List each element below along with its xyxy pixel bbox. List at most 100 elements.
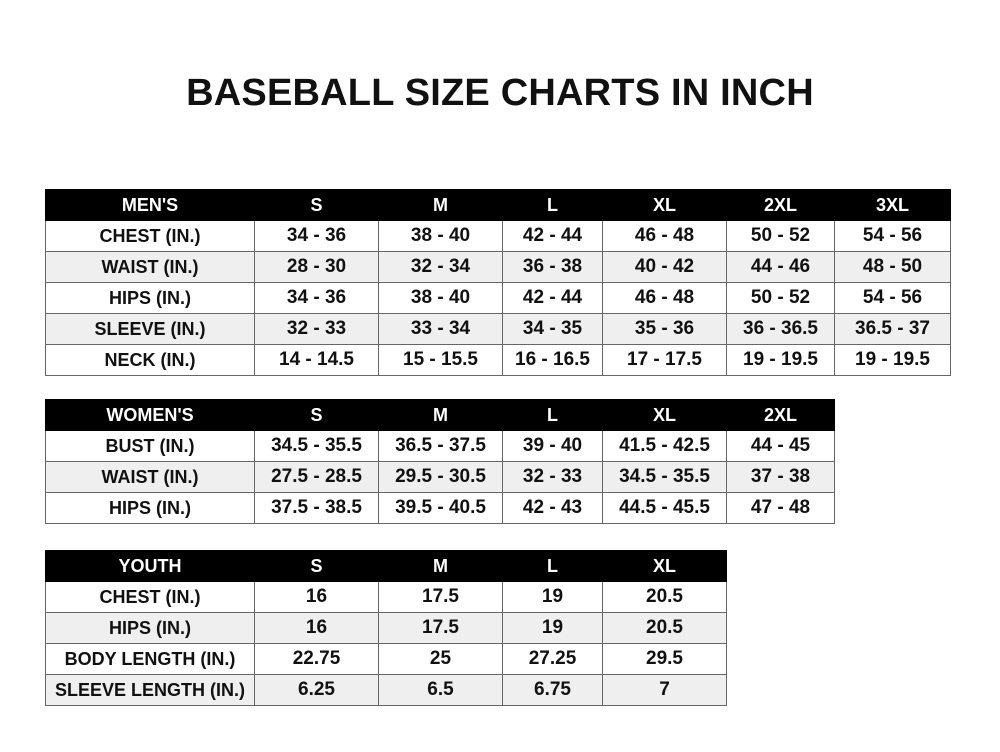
size-value-cell: 19 - 19.5 (726, 344, 835, 376)
measurement-label: SLEEVE LENGTH (IN.) (45, 674, 255, 706)
measurement-label: BUST (IN.) (45, 430, 255, 462)
mens-size-table: MEN'S S M L XL 2XL 3XL CHEST (IN.) 34 - 36 38 - 4… (45, 189, 951, 376)
size-value-cell: 36 - 36.5 (726, 313, 835, 345)
measurement-label: CHEST (IN.) (45, 220, 255, 252)
measurement-label: HIPS (IN.) (45, 492, 255, 524)
table-row: HIPS (IN.) 16 17.5 19 20.5 (45, 612, 727, 644)
size-value-cell: 42 - 44 (502, 220, 603, 252)
table-row: BODY LENGTH (IN.) 22.75 25 27.25 29.5 (45, 643, 727, 675)
size-value-cell: 16 (254, 612, 379, 644)
size-value-cell: 34 - 35 (502, 313, 603, 345)
header-row: MEN'S S M L XL 2XL 3XL (45, 189, 951, 221)
size-column-header: M (378, 550, 503, 582)
measurement-label: CHEST (IN.) (45, 581, 255, 613)
size-value-cell: 36 - 38 (502, 251, 603, 283)
size-value-cell: 46 - 48 (602, 282, 727, 314)
size-value-cell: 20.5 (602, 581, 727, 613)
measurement-label: WAIST (IN.) (45, 251, 255, 283)
table-row: HIPS (IN.) 37.5 - 38.5 39.5 - 40.5 42 - 43 4… (45, 492, 835, 524)
size-value-cell: 32 - 33 (254, 313, 379, 345)
size-value-cell: 39.5 - 40.5 (378, 492, 503, 524)
size-value-cell: 16 - 16.5 (502, 344, 603, 376)
size-value-cell: 38 - 40 (378, 220, 503, 252)
size-column-header: 2XL (726, 399, 835, 431)
size-column-header: XL (602, 189, 727, 221)
size-value-cell: 34.5 - 35.5 (254, 430, 379, 462)
size-column-header: S (254, 550, 379, 582)
size-value-cell: 44 - 46 (726, 251, 835, 283)
size-value-cell: 19 - 19.5 (834, 344, 951, 376)
size-value-cell: 27.25 (502, 643, 603, 675)
size-value-cell: 36.5 - 37 (834, 313, 951, 345)
size-value-cell: 38 - 40 (378, 282, 503, 314)
table-row: WAIST (IN.) 28 - 30 32 - 34 36 - 38 40 - 42 4… (45, 251, 951, 283)
size-value-cell: 37.5 - 38.5 (254, 492, 379, 524)
size-value-cell: 19 (502, 612, 603, 644)
size-value-cell: 17 - 17.5 (602, 344, 727, 376)
measurement-label: HIPS (IN.) (45, 282, 255, 314)
size-column-header: L (502, 189, 603, 221)
size-column-header: M (378, 189, 503, 221)
size-value-cell: 25 (378, 643, 503, 675)
size-value-cell: 6.25 (254, 674, 379, 706)
table-row: CHEST (IN.) 16 17.5 19 20.5 (45, 581, 727, 613)
size-column-header: L (502, 399, 603, 431)
size-value-cell: 34.5 - 35.5 (602, 461, 727, 493)
size-value-cell: 50 - 52 (726, 282, 835, 314)
size-value-cell: 42 - 44 (502, 282, 603, 314)
measurement-label: BODY LENGTH (IN.) (45, 643, 255, 675)
measurement-label: WAIST (IN.) (45, 461, 255, 493)
table-category-header: WOMEN'S (45, 399, 255, 431)
size-value-cell: 37 - 38 (726, 461, 835, 493)
size-value-cell: 6.75 (502, 674, 603, 706)
size-column-header: L (502, 550, 603, 582)
size-value-cell: 17.5 (378, 612, 503, 644)
size-value-cell: 32 - 34 (378, 251, 503, 283)
size-value-cell: 29.5 (602, 643, 727, 675)
size-value-cell: 19 (502, 581, 603, 613)
size-value-cell: 42 - 43 (502, 492, 603, 524)
table-category-header: YOUTH (45, 550, 255, 582)
size-value-cell: 41.5 - 42.5 (602, 430, 727, 462)
size-value-cell: 44.5 - 45.5 (602, 492, 727, 524)
size-value-cell: 29.5 - 30.5 (378, 461, 503, 493)
size-value-cell: 54 - 56 (834, 282, 951, 314)
size-value-cell: 35 - 36 (602, 313, 727, 345)
size-value-cell: 36.5 - 37.5 (378, 430, 503, 462)
table-category-header: MEN'S (45, 189, 255, 221)
size-value-cell: 28 - 30 (254, 251, 379, 283)
header-row: YOUTH S M L XL (45, 550, 727, 582)
size-value-cell: 48 - 50 (834, 251, 951, 283)
measurement-label: NECK (IN.) (45, 344, 255, 376)
size-value-cell: 50 - 52 (726, 220, 835, 252)
table-row: BUST (IN.) 34.5 - 35.5 36.5 - 37.5 39 - 40 4… (45, 430, 835, 462)
size-column-header: M (378, 399, 503, 431)
size-value-cell: 32 - 33 (502, 461, 603, 493)
size-value-cell: 34 - 36 (254, 282, 379, 314)
table-row: CHEST (IN.) 34 - 36 38 - 40 42 - 44 46 - 48 5… (45, 220, 951, 252)
table-row: SLEEVE LENGTH (IN.) 6.25 6.5 6.75 7 (45, 674, 727, 706)
size-value-cell: 44 - 45 (726, 430, 835, 462)
table-row: SLEEVE (IN.) 32 - 33 33 - 34 34 - 35 35 - 36… (45, 313, 951, 345)
size-value-cell: 34 - 36 (254, 220, 379, 252)
size-column-header: 3XL (834, 189, 951, 221)
size-column-header: S (254, 399, 379, 431)
table-row: NECK (IN.) 14 - 14.5 15 - 15.5 16 - 16.5 17 … (45, 344, 951, 376)
size-value-cell: 17.5 (378, 581, 503, 613)
size-column-header: S (254, 189, 379, 221)
size-value-cell: 27.5 - 28.5 (254, 461, 379, 493)
header-row: WOMEN'S S M L XL 2XL (45, 399, 835, 431)
size-value-cell: 33 - 34 (378, 313, 503, 345)
table-row: HIPS (IN.) 34 - 36 38 - 40 42 - 44 46 - 48 50… (45, 282, 951, 314)
womens-size-table: WOMEN'S S M L XL 2XL BUST (IN.) 34.5 - 35.5 36.5… (45, 399, 835, 524)
size-value-cell: 6.5 (378, 674, 503, 706)
size-value-cell: 40 - 42 (602, 251, 727, 283)
size-value-cell: 46 - 48 (602, 220, 727, 252)
size-value-cell: 15 - 15.5 (378, 344, 503, 376)
size-value-cell: 47 - 48 (726, 492, 835, 524)
size-value-cell: 16 (254, 581, 379, 613)
measurement-label: SLEEVE (IN.) (45, 313, 255, 345)
size-value-cell: 54 - 56 (834, 220, 951, 252)
size-value-cell: 7 (602, 674, 727, 706)
size-value-cell: 39 - 40 (502, 430, 603, 462)
